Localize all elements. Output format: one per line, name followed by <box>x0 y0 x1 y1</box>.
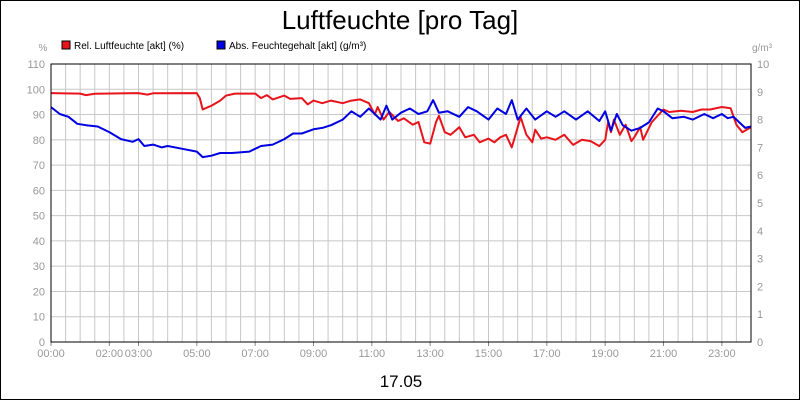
x-tick-label: 17:00 <box>533 348 561 360</box>
y-right-tick-label: 4 <box>757 226 763 238</box>
plot-border <box>50 63 752 343</box>
y-left-tick-label: 110 <box>27 59 45 71</box>
x-tick-label: 07:00 <box>241 348 269 360</box>
x-tick-label: 02:00 <box>96 348 124 360</box>
y-left-tick-label: 60 <box>33 185 45 197</box>
y-left-tick-label: 90 <box>33 110 45 122</box>
x-tick-label: 15:00 <box>475 348 503 360</box>
y-left-tick-label: 10 <box>33 312 45 324</box>
y-right-unit: g/m³ <box>752 43 773 54</box>
legend-swatch <box>216 40 226 50</box>
y-right-tick-label: 3 <box>757 254 763 266</box>
x-tick-label: 19:00 <box>591 348 619 360</box>
axis-ticks: 0 10 20 30 40 50 60 70 80 90 100 110 0 1 2 3 4 5 6 7 8 9 10 00:… <box>27 59 770 360</box>
x-axis-label: 17.05 <box>380 372 423 391</box>
x-tick-label: 03:00 <box>125 348 153 360</box>
y-right-tick-label: 7 <box>757 142 763 154</box>
y-left-tick-label: 70 <box>33 160 45 172</box>
y-right-tick-label: 10 <box>757 59 769 71</box>
y-right-tick-label: 1 <box>757 309 763 321</box>
series-line-rel-humidity <box>50 92 752 149</box>
legend: Rel. Luftfeuchte [akt] (%) Abs. Feuchtege… <box>61 40 366 52</box>
legend-swatch <box>61 40 71 50</box>
grid <box>51 64 751 342</box>
y-right-tick-label: 0 <box>757 337 763 349</box>
y-left-unit: % <box>39 43 48 54</box>
x-tick-label: 05:00 <box>183 348 211 360</box>
legend-label: Rel. Luftfeuchte [akt] (%) <box>74 41 184 52</box>
y-right-tick-label: 5 <box>757 198 763 210</box>
series-lines <box>50 92 752 159</box>
y-left-tick-label: 30 <box>33 261 45 273</box>
x-tick-label: 23:00 <box>708 348 736 360</box>
x-tick-label: 09:00 <box>300 348 328 360</box>
y-left-tick-label: 50 <box>33 211 45 223</box>
series-line-abs-humidity <box>50 99 752 159</box>
y-right-tick-label: 8 <box>757 115 763 127</box>
y-right-tick-label: 2 <box>757 281 763 293</box>
chart-title: Luftfeuchte [pro Tag] <box>282 5 519 35</box>
y-left-tick-label: 100 <box>27 84 45 96</box>
x-tick-label: 00:00 <box>37 348 65 360</box>
x-tick-label: 21:00 <box>650 348 678 360</box>
y-right-tick-label: 9 <box>757 87 763 99</box>
x-tick-label: 13:00 <box>416 348 444 360</box>
y-left-tick-label: 20 <box>33 286 45 298</box>
legend-label: Abs. Feuchtegehalt [akt] (g/m³) <box>229 41 366 52</box>
x-tick-label: 11:00 <box>358 348 385 360</box>
y-left-tick-label: 40 <box>33 236 45 248</box>
y-left-tick-label: 0 <box>39 337 45 349</box>
y-left-tick-label: 80 <box>33 135 45 147</box>
y-right-tick-label: 6 <box>757 170 763 182</box>
